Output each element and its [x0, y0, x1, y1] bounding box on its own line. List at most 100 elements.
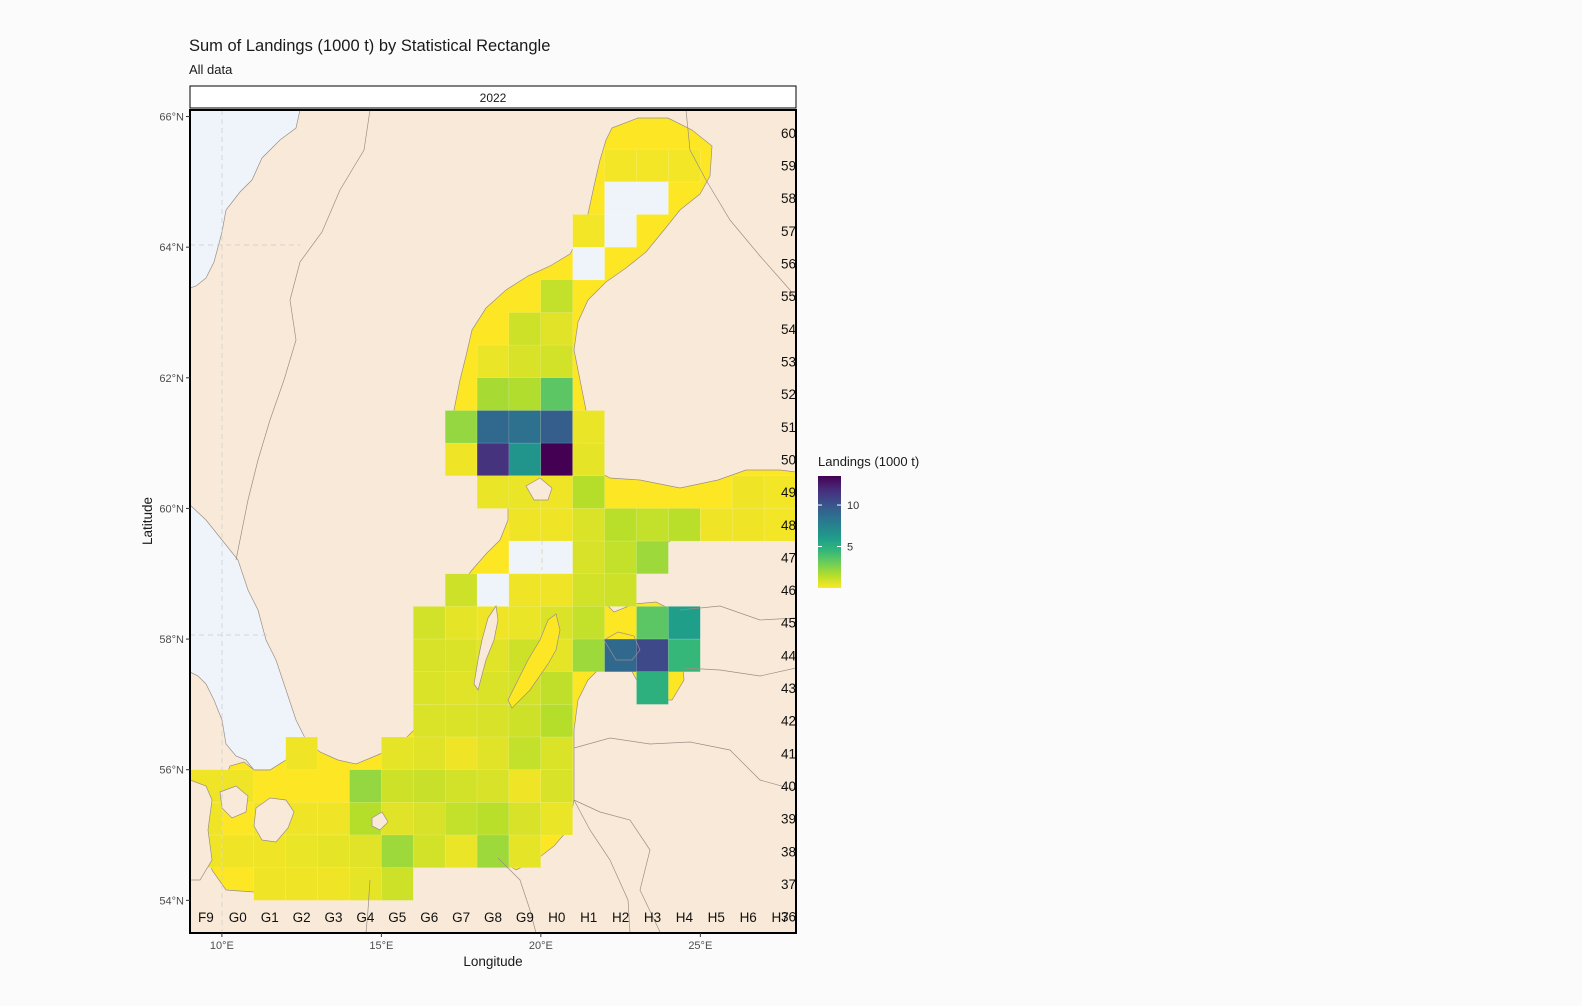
row-label-41: 41 — [781, 746, 796, 761]
island-bornholm — [371, 811, 389, 831]
column-label-G4: G4 — [356, 910, 375, 925]
rectangle-cell-39G6 — [413, 802, 446, 836]
rectangle-labels: F9 G0 G1 G2 G3 G4 G5 G6 G7 G8 G9 H0 H1 H2 H3 H4 H5 H6 H736… — [198, 126, 796, 925]
rectangle-cell-48G9 — [508, 508, 542, 542]
rectangle-cell-43G7 — [444, 671, 478, 705]
row-label-55: 55 — [781, 289, 796, 304]
rectangle-cell-48H7 — [763, 508, 796, 542]
graticule — [190, 110, 543, 933]
rectangle-cell-58H3 — [636, 181, 669, 215]
row-label-43: 43 — [781, 681, 796, 696]
y-tick-label: 60°N — [159, 503, 184, 515]
column-label-G0: G0 — [229, 910, 247, 925]
rectangle-cell-51G9 — [508, 410, 542, 444]
axes: 10°E 15°E 20°E 25°E 54°N 56°N 58°N 60°N 62°N 64°N… — [159, 112, 712, 952]
rectangle-cell-41G8 — [476, 736, 510, 770]
column-label-H2: H2 — [612, 910, 629, 925]
rectangle-cell-50G8 — [476, 442, 510, 477]
rectangle-cell-47H0 — [540, 540, 573, 575]
rectangle-cell-57H1 — [572, 214, 605, 248]
column-label-G6: G6 — [420, 910, 438, 925]
rectangle-cell-52G8 — [476, 377, 510, 411]
rectangle-cell-39G8 — [476, 802, 510, 836]
row-label-50: 50 — [781, 452, 796, 467]
column-label-G2: G2 — [293, 910, 311, 925]
legend-title: Landings (1000 t) — [818, 454, 919, 469]
island-gotland — [507, 613, 561, 709]
rectangle-cell-45G9 — [508, 606, 542, 640]
rectangle-cell-47H2 — [604, 540, 637, 575]
rectangle-cell-52G9 — [508, 377, 542, 411]
rectangle-cell-44H4 — [668, 638, 701, 673]
rectangle-cell-50G9 — [508, 442, 542, 477]
legend-colorbar — [818, 476, 841, 588]
rectangle-cell-49H6 — [731, 475, 765, 509]
rectangle-cell-45G7 — [444, 606, 478, 640]
rectangle-cell-48H1 — [572, 508, 605, 542]
legend: Landings (1000 t) 5 10 — [818, 454, 919, 588]
rectangle-cell-51H1 — [572, 410, 605, 444]
rectangle-cell-42G6 — [413, 704, 446, 738]
rectangle-cell-39G9 — [508, 802, 542, 836]
column-label-G1: G1 — [261, 910, 279, 925]
y-tick-label: 56°N — [159, 765, 184, 777]
rectangle-cell-40G5 — [381, 769, 414, 803]
row-label-42: 42 — [781, 714, 796, 729]
rectangle-cell-45H3 — [636, 606, 669, 640]
rectangle-cell-48H2 — [604, 508, 637, 542]
rectangle-cell-48H3 — [636, 508, 669, 542]
x-axis-label: Longitude — [463, 954, 522, 969]
island-aland — [525, 477, 553, 501]
rectangle-cell-49H1 — [572, 475, 605, 509]
row-label-51: 51 — [781, 420, 796, 435]
rectangle-cell-59H3 — [636, 148, 669, 183]
rectangle-cell-41H0 — [540, 736, 573, 770]
rectangle-cell-41G7 — [444, 736, 478, 770]
rectangle-cell-37G5 — [381, 867, 414, 901]
x-tick-label: 20°E — [529, 940, 553, 952]
rectangle-cell-41G6 — [413, 736, 446, 770]
rectangle-cell-50G7 — [444, 442, 478, 477]
rectangle-cell-40G7 — [444, 769, 478, 803]
column-label-H7: H7 — [771, 910, 788, 925]
row-label-45: 45 — [781, 616, 796, 631]
row-label-56: 56 — [781, 257, 796, 272]
rectangle-cell-45H1 — [572, 606, 605, 640]
row-label-60: 60 — [781, 126, 796, 141]
rectangle-cell-48H6 — [731, 508, 765, 542]
rectangle-cell-38G7 — [444, 834, 478, 868]
rectangle-cell-47H1 — [572, 540, 605, 575]
rectangle-cell-42H0 — [540, 704, 573, 738]
rectangle-cell-58H2 — [604, 181, 637, 215]
rectangle-cell-42G7 — [444, 704, 478, 738]
rectangle-cell-41G5 — [381, 736, 414, 770]
y-tick-label: 58°N — [159, 634, 184, 646]
column-label-H5: H5 — [708, 910, 725, 925]
row-label-44: 44 — [781, 648, 797, 663]
row-label-53: 53 — [781, 355, 796, 370]
rectangle-cell-44G7 — [444, 638, 478, 673]
x-tick-label: 25°E — [688, 940, 712, 952]
rectangle-cell-41G9 — [508, 736, 542, 770]
facet-label: 2022 — [480, 91, 507, 105]
row-label-40: 40 — [781, 779, 796, 794]
column-label-H3: H3 — [644, 910, 661, 925]
row-label-49: 49 — [781, 485, 796, 500]
row-label-54: 54 — [781, 322, 797, 337]
rectangle-cell-37G2 — [285, 867, 318, 901]
column-label-G3: G3 — [324, 910, 342, 925]
rectangle-cell-46H1 — [572, 573, 605, 607]
rectangle-cell-38G8 — [476, 834, 510, 868]
row-label-59: 59 — [781, 159, 796, 174]
rectangle-cell-48H0 — [540, 508, 573, 542]
rectangle-cell-39G5 — [381, 802, 414, 836]
row-label-37: 37 — [781, 877, 796, 892]
rectangle-cell-38G4 — [349, 834, 382, 868]
island-zealand — [253, 797, 295, 843]
rectangle-cell-50H0 — [540, 442, 573, 477]
rectangle-cell-46H2 — [604, 573, 637, 607]
rectangle-cell-37G1 — [253, 867, 286, 901]
rectangle-cell-42G9 — [508, 704, 542, 738]
rectangle-cell-45H4 — [668, 606, 701, 640]
row-label-48: 48 — [781, 518, 796, 533]
